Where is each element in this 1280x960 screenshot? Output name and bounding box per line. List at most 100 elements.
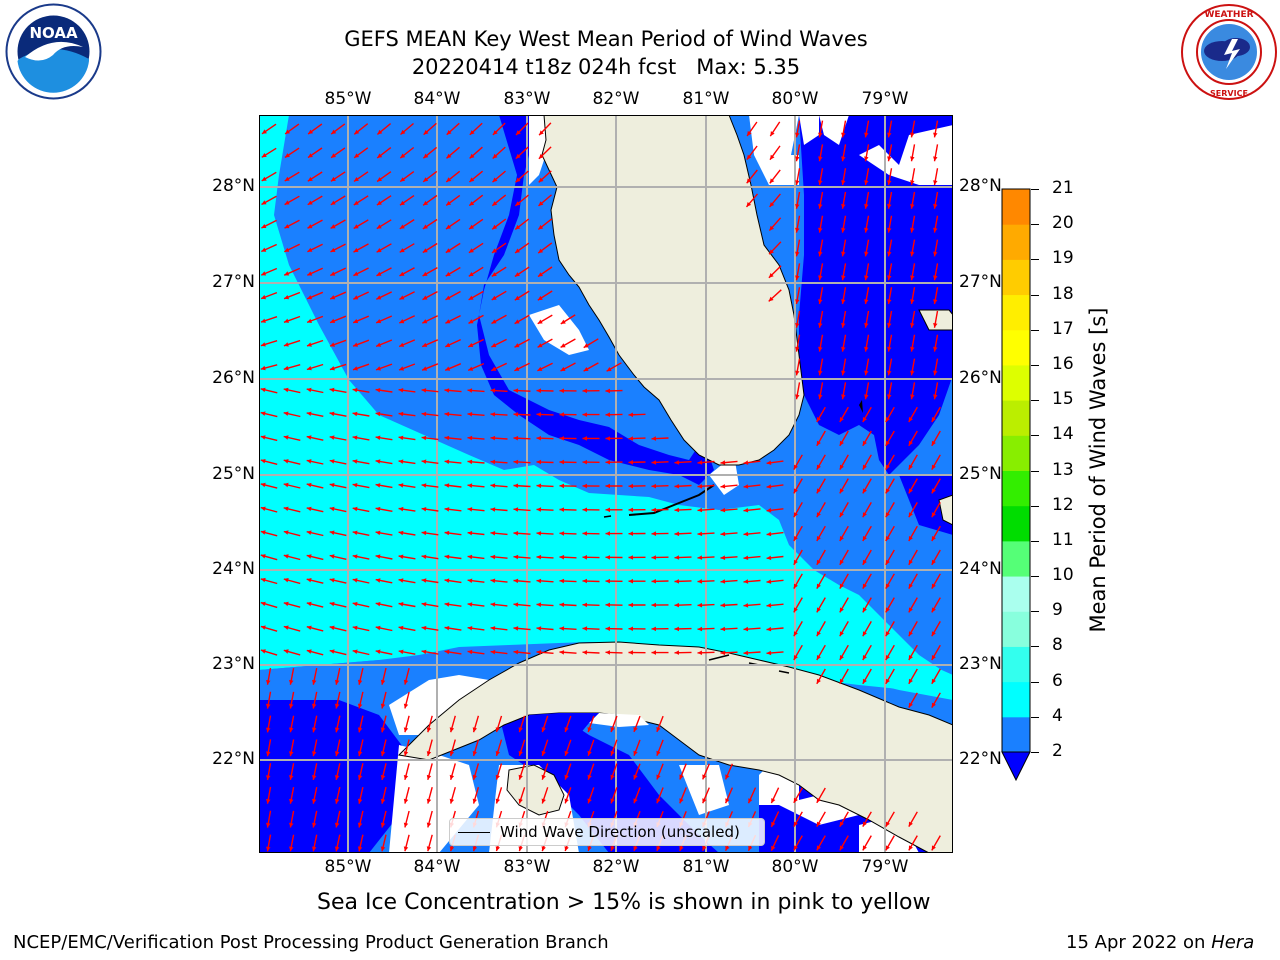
wind-wave-arrowhead [674, 626, 679, 632]
wind-wave-arrowhead [312, 703, 317, 709]
wind-wave-arrowhead [446, 224, 451, 229]
wind-wave-arrowhead [816, 821, 821, 827]
florida-land [541, 115, 805, 466]
wind-wave-arrowhead [472, 846, 477, 852]
wind-wave-arrowhead [467, 626, 473, 631]
wind-wave-arrowhead [380, 846, 386, 852]
wind-wave-arrowhead [444, 507, 450, 512]
wind-wave-arrowhead [426, 822, 432, 828]
wind-wave-arrowhead [862, 488, 867, 494]
wind-wave-arrowhead [885, 821, 890, 827]
wind-wave-arrowhead [306, 459, 312, 464]
wind-wave-arrowhead [605, 412, 610, 417]
wind-wave-arrowhead [306, 366, 312, 371]
colorbar-tick: 20 [1052, 213, 1074, 234]
wind-wave-arrowhead [330, 295, 336, 300]
wind-wave-arrowhead [795, 299, 800, 304]
wind-wave-arrowhead [312, 822, 317, 828]
wind-wave-arrowhead [587, 774, 592, 780]
wave-period-map [259, 115, 953, 853]
wind-wave-arrowhead [559, 626, 565, 631]
colorbar-tick-mark [1031, 611, 1039, 613]
wind-wave-arrowhead [931, 702, 936, 708]
wind-wave-arrowhead [908, 631, 913, 637]
wind-wave-arrowhead [818, 156, 823, 162]
wind-wave-arrowhead [582, 602, 587, 608]
svg-text:NOAA: NOAA [29, 24, 78, 42]
wind-wave-arrowhead [515, 248, 520, 253]
wind-wave-arrowhead [421, 435, 427, 441]
right-lat-tick: 28°N [959, 176, 1002, 196]
wind-wave-arrowhead [841, 370, 846, 376]
wind-wave-arrowhead [261, 247, 267, 252]
colorbar-frame [1001, 188, 1031, 752]
wind-wave-arrowhead [312, 846, 317, 852]
wind-wave-arrowhead [560, 319, 566, 324]
wind-wave-arrowhead [260, 625, 266, 630]
wind-wave-arrowhead [289, 846, 294, 852]
wind-wave-arrowhead [380, 751, 386, 757]
wind-wave-arrowhead [444, 554, 450, 560]
wind-wave-arrowhead [628, 483, 633, 489]
wind-wave-arrowhead [492, 224, 498, 230]
wind-wave-arrowhead [283, 530, 289, 535]
wind-wave-arrowhead [908, 440, 913, 446]
wind-wave-arrowhead [266, 799, 271, 804]
wind-wave-arrowhead [308, 153, 313, 158]
wind-wave-arrowhead [769, 225, 774, 231]
wind-wave-arrowhead [839, 464, 844, 470]
wind-wave-arrowhead [329, 578, 335, 583]
wind-wave-arrowhead [334, 846, 340, 852]
wind-wave-arrowhead [472, 751, 477, 756]
wind-wave-arrowhead [628, 460, 633, 465]
wind-wave-arrowhead [887, 180, 892, 185]
wind-wave-arrowhead [795, 251, 800, 257]
wind-wave-arrowhead [399, 342, 405, 347]
wind-wave-arrowhead [885, 464, 890, 470]
wind-wave-arrowhead [816, 607, 821, 613]
wind-wave-arrowhead [839, 631, 844, 637]
wind-wave-arrowhead [329, 435, 335, 440]
wind-wave-arrowhead [446, 201, 452, 206]
wind-wave-arrowhead [582, 483, 587, 489]
wind-wave-arrowhead [885, 655, 890, 660]
wind-wave-arrowhead [445, 319, 451, 324]
wind-wave-arrowhead [864, 370, 869, 376]
wind-wave-arrowhead [403, 727, 409, 733]
wind-wave-arrowhead [766, 650, 772, 656]
colorbar-swatch [1002, 716, 1030, 753]
wind-wave-arrowhead [651, 531, 656, 536]
legend-label: Wind Wave Direction (unscaled) [500, 823, 740, 841]
wind-wave-arrowhead [283, 601, 289, 607]
wind-wave-arrowhead [421, 459, 427, 464]
wind-wave-arrowhead [536, 412, 541, 417]
colorbar-tick: 12 [1052, 494, 1074, 515]
wind-wave-arrowhead [283, 649, 289, 654]
wind-wave-arrowhead [469, 224, 474, 230]
wind-wave-arrowhead [306, 435, 312, 440]
wind-wave-arrowhead [651, 483, 656, 489]
left-lat-tick: 26°N [212, 368, 255, 388]
wind-wave-arrowhead [887, 132, 892, 138]
right-lat-tick: 23°N [959, 654, 1002, 674]
wind-wave-arrowhead [841, 132, 846, 138]
wind-wave-arrowhead [308, 129, 314, 134]
wind-wave-arrowhead [864, 204, 869, 209]
colorbar-swatch [1002, 329, 1030, 366]
wind-wave-arrowhead [352, 578, 358, 583]
wind-wave-arrowhead [516, 130, 521, 135]
wind-wave-arrowhead [403, 679, 409, 685]
wind-wave-arrowhead [353, 366, 358, 371]
wind-wave-arrowhead [656, 774, 661, 780]
colorbar-tick-mark [1031, 646, 1039, 648]
wind-wave-arrowhead [933, 323, 938, 328]
wind-wave-arrowhead [260, 459, 266, 464]
wind-wave-arrowhead [908, 702, 913, 708]
wind-wave-arrowhead [495, 774, 500, 780]
wind-wave-arrowhead [885, 607, 890, 613]
left-lat-tick: 22°N [212, 749, 255, 769]
wind-wave-arrowhead [628, 531, 633, 536]
wind-wave-arrowhead [312, 727, 317, 733]
wind-wave-arrowhead [766, 531, 772, 537]
band-6-8s [259, 115, 953, 693]
